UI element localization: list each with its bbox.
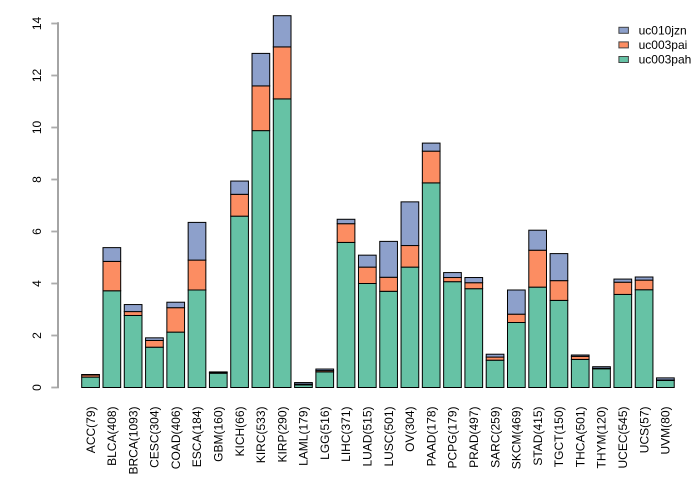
svg-text:PAAD(178): PAAD(178) <box>424 407 438 467</box>
svg-text:LUSC(501): LUSC(501) <box>382 407 396 467</box>
svg-text:0: 0 <box>30 384 44 391</box>
svg-text:4: 4 <box>30 280 44 287</box>
svg-text:THCA(501): THCA(501) <box>573 407 587 468</box>
svg-text:KIRP(290): KIRP(290) <box>275 407 289 463</box>
svg-text:UVM(80): UVM(80) <box>659 407 673 455</box>
svg-text:6: 6 <box>30 228 44 235</box>
svg-text:KICH(66): KICH(66) <box>233 407 247 457</box>
svg-text:14: 14 <box>30 17 44 31</box>
svg-text:PRAD(497): PRAD(497) <box>467 407 481 468</box>
svg-text:LUAD(515): LUAD(515) <box>361 407 375 467</box>
svg-text:GBM(160): GBM(160) <box>211 407 225 462</box>
svg-text:SARC(259): SARC(259) <box>488 407 502 468</box>
svg-text:10: 10 <box>30 121 44 135</box>
svg-text:8: 8 <box>30 176 44 183</box>
svg-text:BLCA(408): BLCA(408) <box>105 407 119 466</box>
svg-text:uc003pai: uc003pai <box>639 38 688 52</box>
svg-text:uc010jzn: uc010jzn <box>639 24 687 38</box>
svg-text:uc003pah: uc003pah <box>639 53 692 67</box>
svg-text:COAD(406): COAD(406) <box>169 407 183 470</box>
svg-text:LAML(179): LAML(179) <box>297 407 311 466</box>
svg-text:PCPG(179): PCPG(179) <box>446 407 460 469</box>
svg-text:KIRC(533): KIRC(533) <box>254 407 268 464</box>
svg-text:ACC(79): ACC(79) <box>84 407 98 454</box>
svg-text:UCEC(545): UCEC(545) <box>616 406 630 468</box>
svg-text:12: 12 <box>30 69 44 83</box>
svg-text:SKCM(469): SKCM(469) <box>510 407 524 470</box>
svg-text:CESC(304): CESC(304) <box>148 407 162 468</box>
svg-text:BRCA(1093): BRCA(1093) <box>126 407 140 475</box>
svg-text:LGG(516): LGG(516) <box>318 407 332 460</box>
svg-text:ESCA(184): ESCA(184) <box>190 407 204 468</box>
svg-text:2: 2 <box>30 332 44 339</box>
svg-text:UCS(57): UCS(57) <box>637 407 651 454</box>
svg-text:THYM(120): THYM(120) <box>595 407 609 469</box>
svg-text:LIHC(371): LIHC(371) <box>339 407 353 462</box>
svg-text:OV(304): OV(304) <box>403 407 417 452</box>
svg-text:TGCT(150): TGCT(150) <box>552 407 566 468</box>
svg-text:STAD(415): STAD(415) <box>531 407 545 466</box>
